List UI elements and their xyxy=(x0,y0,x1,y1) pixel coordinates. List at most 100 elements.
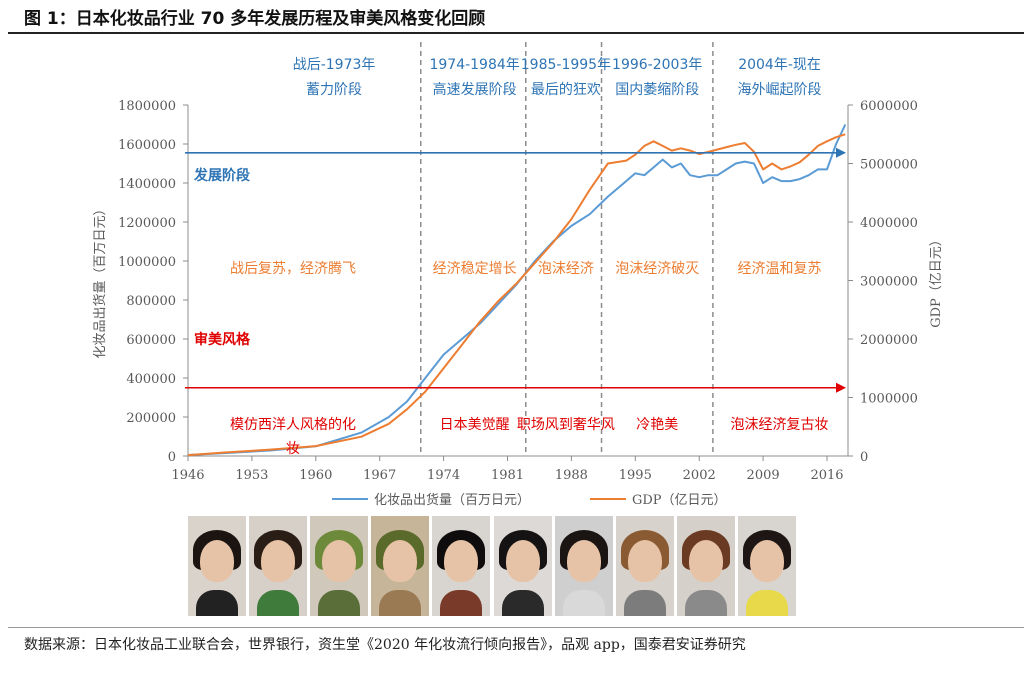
x-tick-label: 1946 xyxy=(171,468,204,483)
portrait-clothing xyxy=(379,590,422,616)
left-y-axis-title: 化妆品出货量（百万日元） xyxy=(92,202,108,358)
period-header-line1: 1985-1995年 xyxy=(521,57,611,73)
period-header-line1: 战后-1973年 xyxy=(293,57,376,73)
portrait-face xyxy=(322,540,357,582)
portrait-clothing xyxy=(684,590,727,616)
portrait-photo xyxy=(493,516,552,616)
period-header-line2: 高速发展阶段 xyxy=(433,81,517,98)
period-header-line1: 1974-1984年 xyxy=(429,57,519,73)
portrait-clothing xyxy=(562,590,605,616)
figure-title: 图 1：日本化妆品行业 70 多年发展历程及审美风格变化回顾 xyxy=(24,9,486,29)
bottom-rule xyxy=(8,627,1024,628)
portrait-face xyxy=(261,540,296,582)
portrait-clothing xyxy=(745,590,788,616)
period-header-line2: 最后的狂欢 xyxy=(531,82,601,98)
top-rule xyxy=(8,32,1024,34)
development-stage-label: 泡沫经济 xyxy=(538,261,594,277)
portrait-clothing xyxy=(501,590,544,616)
period-header-line1: 1996-2003年 xyxy=(612,57,702,73)
left-y-tick-label: 1000000 xyxy=(118,255,176,270)
legend-label: 化妆品出货量（百万日元） xyxy=(374,492,530,508)
chart-arrows xyxy=(185,147,846,393)
right-y-tick-label: 0 xyxy=(860,450,868,465)
portrait-face xyxy=(444,540,479,582)
x-tick-label: 2016 xyxy=(810,468,843,483)
x-tick-label: 1988 xyxy=(555,468,588,483)
development-stage-label: 泡沫经济破灭 xyxy=(615,261,699,277)
portrait-photo xyxy=(371,516,430,616)
right-y-tick-label: 2000000 xyxy=(860,333,918,348)
portrait-photo xyxy=(676,516,735,616)
data-source-note: 数据来源：日本化妆品工业联合会，世界银行，资生堂《2020 年化妆流行倾向报告》… xyxy=(24,637,746,653)
portrait-face xyxy=(200,540,235,582)
portrait-photo xyxy=(432,516,491,616)
period-header-line2: 海外崛起阶段 xyxy=(738,82,822,98)
left-y-tick-label: 200000 xyxy=(126,411,176,426)
portrait-clothing xyxy=(440,590,483,616)
chart: 0 200000 400000 600000 800000 1000000 1200000 1… xyxy=(92,42,944,508)
portrait-face xyxy=(688,540,723,582)
aesthetic-style-label: 泡沫经济复古妆 xyxy=(731,416,829,433)
right-y-tick-label: 5000000 xyxy=(860,158,918,173)
aesthetic-arrow-label: 审美风格 xyxy=(194,331,251,348)
portrait-photo xyxy=(554,516,613,616)
portrait-clothing xyxy=(257,590,300,616)
aesthetic-style-label: 日本美觉醒 xyxy=(440,417,510,433)
development-arrow-label: 发展阶段 xyxy=(193,167,250,184)
portrait-face xyxy=(749,540,784,582)
left-y-tick-label: 400000 xyxy=(126,372,176,387)
period-dividers xyxy=(420,42,714,456)
left-y-tick-label: 1800000 xyxy=(118,99,176,114)
development-stage-label: 经济稳定增长 xyxy=(433,261,517,277)
x-tick-label: 1967 xyxy=(363,468,396,483)
chart-series xyxy=(187,124,847,457)
portrait-photo xyxy=(310,516,369,616)
left-y-tick-label: 0 xyxy=(168,450,176,465)
chart-legend: 化妆品出货量（百万日元） GDP（亿日元） xyxy=(332,492,727,508)
x-tick-label: 1981 xyxy=(491,468,524,483)
portrait-face xyxy=(566,540,601,582)
aesthetic-arrow-head xyxy=(836,382,846,393)
portrait-clothing xyxy=(196,590,239,616)
x-tick-label: 1953 xyxy=(235,468,268,483)
legend-label: GDP（亿日元） xyxy=(632,493,727,508)
portrait-photo xyxy=(188,516,247,616)
period-header-line2: 蓄力阶段 xyxy=(306,82,362,98)
photo-strip xyxy=(188,516,796,616)
x-tick-label: 2002 xyxy=(683,468,716,483)
x-tick-label: 2009 xyxy=(747,468,780,483)
left-y-tick-label: 1200000 xyxy=(118,216,176,231)
right-y-axis-title: GDP（亿日元） xyxy=(929,233,944,328)
portrait-clothing xyxy=(318,590,361,616)
series-line-shipments xyxy=(187,124,847,456)
aesthetic-style-label: 妆 xyxy=(286,441,300,457)
series-line-gdp xyxy=(187,133,846,457)
x-tick-label: 1960 xyxy=(299,468,332,483)
portrait-clothing xyxy=(623,590,666,616)
aesthetic-style-label: 冷艳美 xyxy=(636,417,678,433)
portrait-face xyxy=(383,540,418,582)
development-arrow-head xyxy=(836,147,846,158)
left-y-tick-label: 600000 xyxy=(126,333,176,348)
right-y-tick-label: 1000000 xyxy=(860,392,918,407)
period-header-line2: 国内萎缩阶段 xyxy=(615,82,699,98)
left-y-tick-label: 1600000 xyxy=(118,138,176,153)
right-y-tick-label: 6000000 xyxy=(860,99,918,114)
aesthetic-style-label: 职场风到奢华风 xyxy=(517,417,615,433)
portrait-photo xyxy=(615,516,674,616)
right-y-tick-label: 3000000 xyxy=(860,275,918,290)
right-y-tick-label: 4000000 xyxy=(860,216,918,231)
portrait-photo xyxy=(737,516,796,616)
portrait-face xyxy=(627,540,662,582)
x-tick-label: 1974 xyxy=(427,468,460,483)
left-y-tick-label: 800000 xyxy=(126,294,176,309)
portrait-photo xyxy=(249,516,308,616)
chart-axes: 0 200000 400000 600000 800000 1000000 1200000 1… xyxy=(92,99,944,483)
period-header-line1: 2004年-现在 xyxy=(738,57,821,73)
x-tick-label: 1995 xyxy=(619,468,652,483)
development-stage-label: 经济温和复苏 xyxy=(738,260,822,277)
development-stage-label: 战后复苏，经济腾飞 xyxy=(230,260,356,277)
portrait-face xyxy=(505,540,540,582)
aesthetic-style-label: 模仿西洋人风格的化 xyxy=(230,417,356,433)
